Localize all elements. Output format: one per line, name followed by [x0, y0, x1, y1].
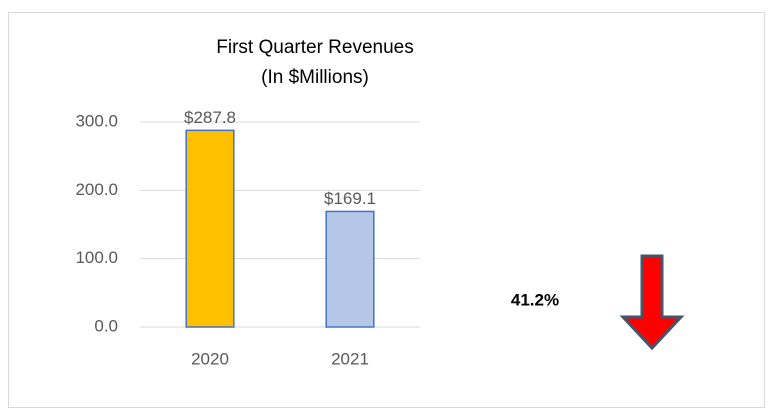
y-tick-label: 300.0 [75, 111, 118, 130]
annotation: 41.2% [511, 290, 559, 309]
x-tick-label: 2020 [191, 349, 229, 368]
y-tick-label: 100.0 [75, 248, 118, 267]
y-tick-label: 200.0 [75, 180, 118, 199]
down-arrow [619, 254, 685, 351]
chart-frame [8, 12, 765, 408]
chart-subtitle: (In $Millions) [261, 67, 369, 88]
bar [185, 129, 235, 328]
data-label: $287.8 [184, 108, 236, 127]
bar [325, 210, 375, 328]
x-tick-label: 2021 [331, 349, 369, 368]
y-tick-label: 0.0 [94, 316, 118, 335]
data-label: $169.1 [324, 189, 376, 208]
chart-title: First Quarter Revenues [216, 37, 413, 58]
